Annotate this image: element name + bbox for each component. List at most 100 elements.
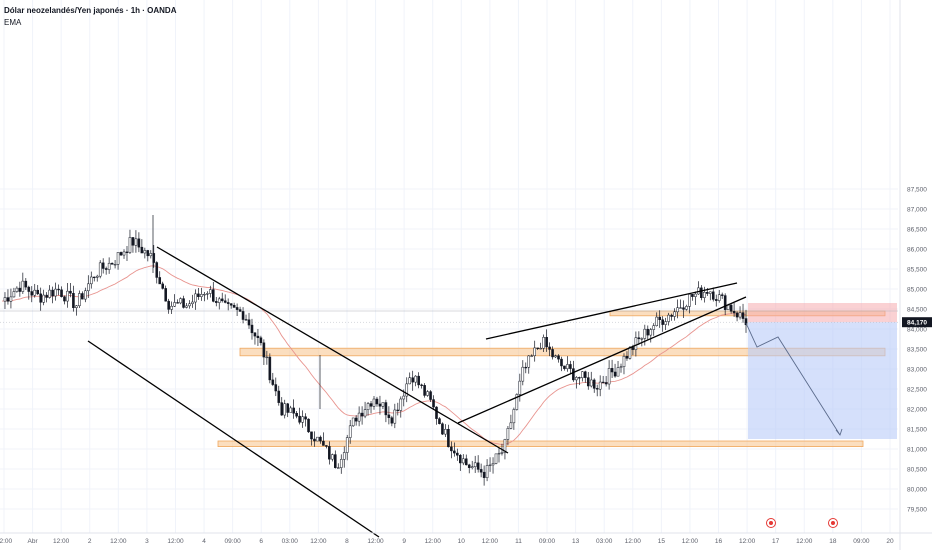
trend-lines[interactable]: [87, 246, 843, 538]
candle-body-up: [357, 412, 361, 422]
candle: [223, 294, 227, 304]
candle: [66, 283, 69, 308]
candle-body-down: [36, 289, 40, 295]
x-tick-label: 11: [515, 538, 522, 545]
candle-body-down: [670, 314, 673, 317]
candle: [408, 372, 412, 385]
candle: [557, 354, 560, 363]
candle-body-up: [122, 251, 126, 256]
candle: [572, 360, 575, 382]
x-tick-label: 4: [202, 538, 206, 545]
candle-body-up: [598, 381, 602, 390]
x-tick-label: 12:00: [0, 538, 13, 545]
trend-line-1: [87, 340, 380, 538]
short-position-tool[interactable]: [0, 303, 898, 439]
candle-body-down: [578, 377, 581, 379]
ema-polyline: [1, 265, 747, 446]
candle-body-down: [220, 298, 224, 302]
candle: [676, 299, 679, 319]
horizontal-zones: [217, 310, 886, 447]
price-axis[interactable]: 87,500 87,000 86,500 86,000 85,500 85,000 84,5…: [899, 0, 927, 550]
candle-body-down: [584, 371, 587, 378]
candle: [72, 285, 75, 312]
candle-body-down: [39, 293, 42, 303]
candle: [307, 418, 310, 433]
event-markers[interactable]: [766, 518, 838, 528]
candle: [48, 285, 51, 299]
candle: [524, 362, 528, 374]
candle-body-up: [414, 375, 417, 383]
candle: [542, 334, 545, 353]
time-axis[interactable]: 12:00 Abr 12:00 2 12:00 3 12:00 4 09:00 6 03:00 12:…: [0, 532, 932, 545]
candle-body-up: [506, 428, 510, 440]
candle-body-up: [473, 462, 477, 467]
candle: [598, 375, 602, 397]
y-tick-label: 79,500: [907, 507, 927, 514]
candle-body-up: [575, 377, 578, 381]
y-tick-label: 82,500: [907, 387, 927, 394]
candle-body-down: [476, 462, 480, 470]
candle-body-down: [182, 298, 185, 308]
candle: [592, 378, 596, 393]
y-tick-label: 81,500: [907, 427, 927, 434]
candle: [429, 390, 432, 402]
candle: [12, 287, 16, 298]
candle: [649, 327, 653, 343]
trend-line-3: [457, 296, 747, 424]
candle: [697, 281, 700, 295]
candle-body-down: [390, 417, 394, 424]
candle: [212, 281, 215, 303]
candle-body-down: [586, 377, 590, 387]
candle-body-up: [265, 356, 269, 359]
candle: [464, 454, 468, 466]
current-price-box: [902, 317, 932, 328]
candle: [351, 417, 355, 427]
candle-body-up: [655, 316, 659, 326]
candle: [581, 371, 584, 382]
indicator-label[interactable]: EMA: [4, 18, 22, 27]
candle: [331, 453, 334, 462]
candle-body-up: [527, 355, 531, 368]
candle: [348, 419, 352, 444]
candle-body-down: [277, 390, 281, 403]
x-tick-label: 12:00: [796, 538, 813, 545]
candle: [268, 353, 272, 384]
candle: [506, 425, 510, 446]
event-marker-icon: [766, 518, 776, 528]
candle: [741, 303, 745, 323]
candle: [652, 323, 656, 336]
chart-grid: [0, 0, 898, 533]
x-tick-label: 20: [886, 538, 894, 545]
candle: [217, 296, 221, 310]
candle-body-up: [494, 453, 498, 464]
candle-body-up: [619, 366, 623, 368]
candle: [601, 375, 605, 384]
x-tick-label: 03:00: [596, 538, 613, 545]
candle-body-up: [640, 338, 644, 340]
candle-body-down: [72, 293, 75, 308]
y-tick-label: 86,500: [907, 227, 927, 234]
candle: [703, 286, 706, 303]
candle: [235, 303, 239, 316]
candle-body-down: [557, 355, 560, 360]
candle-body-down: [417, 375, 420, 386]
candle: [345, 434, 349, 461]
symbol-title[interactable]: Dólar neozelandés/Yen japonés · 1h · OAN…: [4, 6, 177, 15]
candle-body-up: [301, 416, 304, 423]
candle-body-up: [652, 325, 656, 330]
candle: [682, 300, 685, 318]
candle-body-up: [345, 437, 349, 453]
candle-body-up: [717, 294, 721, 301]
candle-body-down: [378, 403, 382, 407]
candle-body-down: [720, 294, 724, 296]
candle-body-up: [12, 291, 16, 298]
candle-body-up: [283, 403, 287, 416]
candle: [203, 292, 206, 302]
candle: [420, 383, 423, 389]
candle: [271, 372, 275, 387]
candle: [36, 285, 40, 295]
candle-body-up: [708, 291, 712, 294]
candle-body-down: [63, 296, 66, 302]
candle-body-up: [143, 250, 147, 254]
